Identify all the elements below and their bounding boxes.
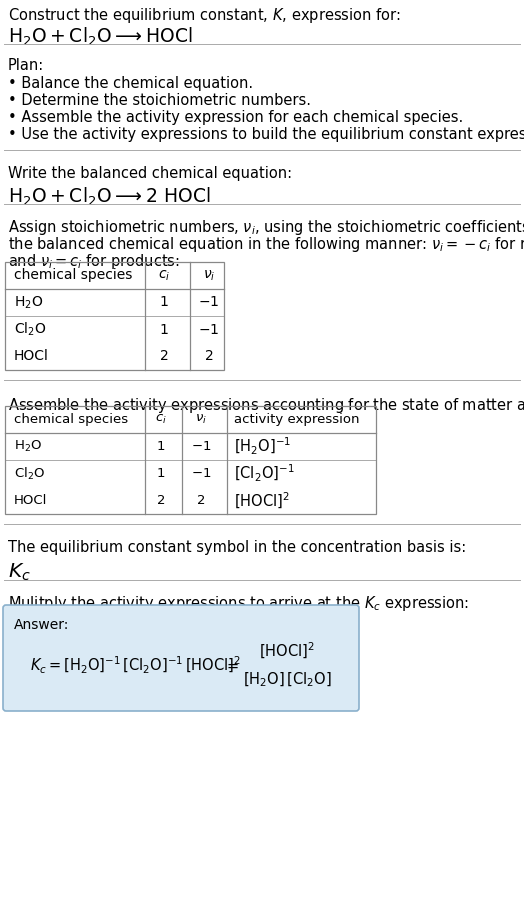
Text: Assemble the activity expressions accounting for the state of matter and $\nu_i$: Assemble the activity expressions accoun… xyxy=(8,396,524,415)
Text: activity expression: activity expression xyxy=(234,413,359,426)
Text: $\mathrm{Cl_2O}$: $\mathrm{Cl_2O}$ xyxy=(14,466,45,482)
Text: $-1$: $-1$ xyxy=(191,440,211,453)
Text: • Use the activity expressions to build the equilibrium constant expression.: • Use the activity expressions to build … xyxy=(8,127,524,142)
FancyBboxPatch shape xyxy=(3,605,359,711)
Text: $\mathrm{H_2O + Cl_2O \longrightarrow 2\ HOCl}$: $\mathrm{H_2O + Cl_2O \longrightarrow 2\… xyxy=(8,186,211,209)
Text: 1: 1 xyxy=(157,440,165,453)
Text: 1: 1 xyxy=(157,467,165,480)
Text: 2: 2 xyxy=(205,350,213,363)
Text: 2: 2 xyxy=(160,350,168,363)
Text: The equilibrium constant symbol in the concentration basis is:: The equilibrium constant symbol in the c… xyxy=(8,540,466,555)
Text: $c_i$: $c_i$ xyxy=(155,413,167,426)
Text: $[\mathrm{Cl_2O}]^{-1}$: $[\mathrm{Cl_2O}]^{-1}$ xyxy=(234,463,294,484)
Text: 1: 1 xyxy=(160,323,168,336)
Text: Write the balanced chemical equation:: Write the balanced chemical equation: xyxy=(8,166,292,181)
Text: $-1$: $-1$ xyxy=(191,467,211,480)
Text: Answer:: Answer: xyxy=(14,618,69,632)
Text: $-1$: $-1$ xyxy=(199,296,220,309)
Text: $[\mathrm{HOCl}]^{2}$: $[\mathrm{HOCl}]^{2}$ xyxy=(234,491,290,511)
Text: Construct the equilibrium constant, $K$, expression for:: Construct the equilibrium constant, $K$,… xyxy=(8,6,401,25)
Text: $\mathrm{H_2O + Cl_2O \longrightarrow HOCl}$: $\mathrm{H_2O + Cl_2O \longrightarrow HO… xyxy=(8,26,193,49)
Text: Mulitply the activity expressions to arrive at the $K_c$ expression:: Mulitply the activity expressions to arr… xyxy=(8,594,469,613)
Text: $=$: $=$ xyxy=(224,657,240,672)
Text: $[\mathrm{H_2O}]^{-1}$: $[\mathrm{H_2O}]^{-1}$ xyxy=(234,436,291,457)
Text: $\mathrm{H_2O}$: $\mathrm{H_2O}$ xyxy=(14,439,42,454)
Text: $c_i$: $c_i$ xyxy=(158,268,170,282)
Bar xyxy=(5,262,224,370)
Text: Assign stoichiometric numbers, $\nu_i$, using the stoichiometric coefficients, $: Assign stoichiometric numbers, $\nu_i$, … xyxy=(8,218,524,237)
Text: and $\nu_i = c_i$ for products:: and $\nu_i = c_i$ for products: xyxy=(8,252,180,271)
Text: 1: 1 xyxy=(160,296,168,309)
Text: HOCl: HOCl xyxy=(14,350,49,363)
Text: $\mathrm{Cl_2O}$: $\mathrm{Cl_2O}$ xyxy=(14,321,47,338)
Text: HOCl: HOCl xyxy=(14,494,47,507)
Text: $-1$: $-1$ xyxy=(199,323,220,336)
Text: • Assemble the activity expression for each chemical species.: • Assemble the activity expression for e… xyxy=(8,110,463,125)
Text: $[\mathrm{HOCl}]^{2}$: $[\mathrm{HOCl}]^{2}$ xyxy=(259,641,315,661)
Text: • Determine the stoichiometric numbers.: • Determine the stoichiometric numbers. xyxy=(8,93,311,108)
Text: chemical species: chemical species xyxy=(14,413,128,426)
Text: $\nu_i$: $\nu_i$ xyxy=(203,268,215,282)
Text: $\nu_i$: $\nu_i$ xyxy=(195,413,207,426)
Text: 2: 2 xyxy=(196,494,205,507)
Text: $\mathrm{H_2O}$: $\mathrm{H_2O}$ xyxy=(14,294,43,311)
Text: chemical species: chemical species xyxy=(14,269,133,282)
Text: • Balance the chemical equation.: • Balance the chemical equation. xyxy=(8,76,253,91)
Bar xyxy=(5,406,376,514)
Text: 2: 2 xyxy=(157,494,165,507)
Text: the balanced chemical equation in the following manner: $\nu_i = -c_i$ for react: the balanced chemical equation in the fo… xyxy=(8,235,524,254)
Text: Plan:: Plan: xyxy=(8,58,44,73)
Text: $[\mathrm{H_2O}]\,[\mathrm{Cl_2O}]$: $[\mathrm{H_2O}]\,[\mathrm{Cl_2O}]$ xyxy=(243,671,331,690)
Text: $K_c$: $K_c$ xyxy=(8,562,31,583)
Text: $K_c = [\mathrm{H_2O}]^{-1}\,[\mathrm{Cl_2O}]^{-1}\,[\mathrm{HOCl}]^{2}$: $K_c = [\mathrm{H_2O}]^{-1}\,[\mathrm{Cl… xyxy=(30,654,241,675)
